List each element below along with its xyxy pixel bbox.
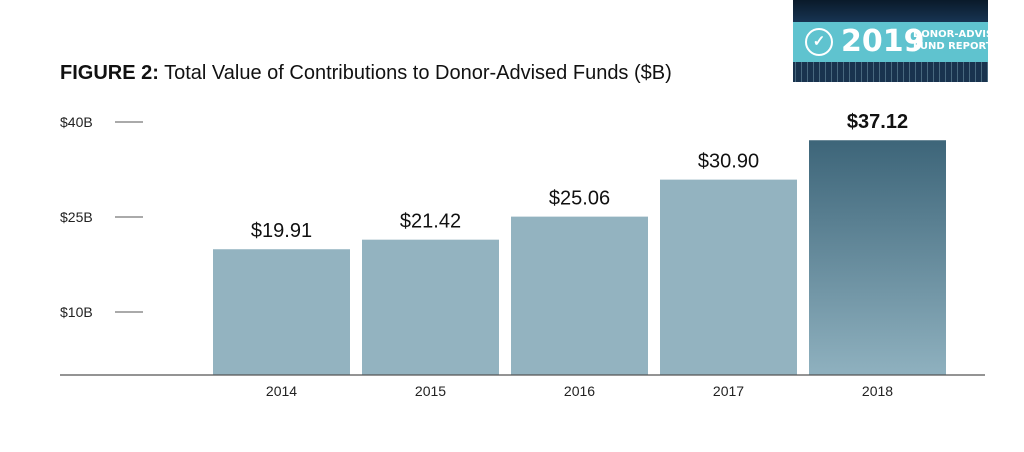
badge-line-1: DONOR-ADVISED	[913, 29, 988, 40]
badge-line-2: FUND REPORT	[913, 41, 988, 52]
bar-2016	[511, 216, 648, 375]
figure-title-text: Total Value of Contributions to Donor-Ad…	[164, 62, 672, 84]
badge-year: 2019	[841, 24, 925, 59]
y-tick-label: $40B	[60, 114, 93, 130]
figure-title: FIGURE 2: Total Value of Contributions t…	[60, 62, 672, 85]
x-tick-label: 2017	[713, 383, 744, 399]
data-label-2018: $37.12	[847, 111, 908, 133]
x-tick-label: 2015	[415, 383, 446, 399]
y-tick-label: $25B	[60, 209, 93, 225]
y-tick-label: $10B	[60, 304, 93, 320]
x-tick-label: 2016	[564, 383, 595, 399]
badge-title: DONOR-ADVISED FUND REPORT	[913, 29, 988, 53]
donor-advised-logo-icon: ✓	[805, 28, 833, 56]
x-tick-label: 2018	[862, 383, 893, 399]
badge-top-band	[793, 0, 988, 22]
data-label-2014: $19.91	[251, 220, 312, 242]
figure-title-prefix: FIGURE 2:	[60, 62, 159, 84]
bar-2015	[362, 239, 499, 375]
data-labels: $19.91 $21.42 $25.06 $30.90 $37.12	[251, 111, 908, 242]
badge-texture	[793, 62, 988, 82]
bar-2014	[213, 249, 350, 375]
bar-2017	[660, 179, 797, 375]
y-axis: $10B $25B $40B	[60, 114, 143, 320]
data-label-2017: $30.90	[698, 151, 759, 173]
data-label-2015: $21.42	[400, 211, 461, 233]
bar-2018	[809, 140, 946, 375]
x-axis: 2014 2015 2016 2017 2018	[60, 374, 985, 399]
report-badge: ✓ 2019 DONOR-ADVISED FUND REPORT	[793, 0, 988, 82]
x-tick-label: 2014	[266, 383, 297, 399]
bars	[213, 140, 946, 375]
data-label-2016: $25.06	[549, 188, 610, 210]
